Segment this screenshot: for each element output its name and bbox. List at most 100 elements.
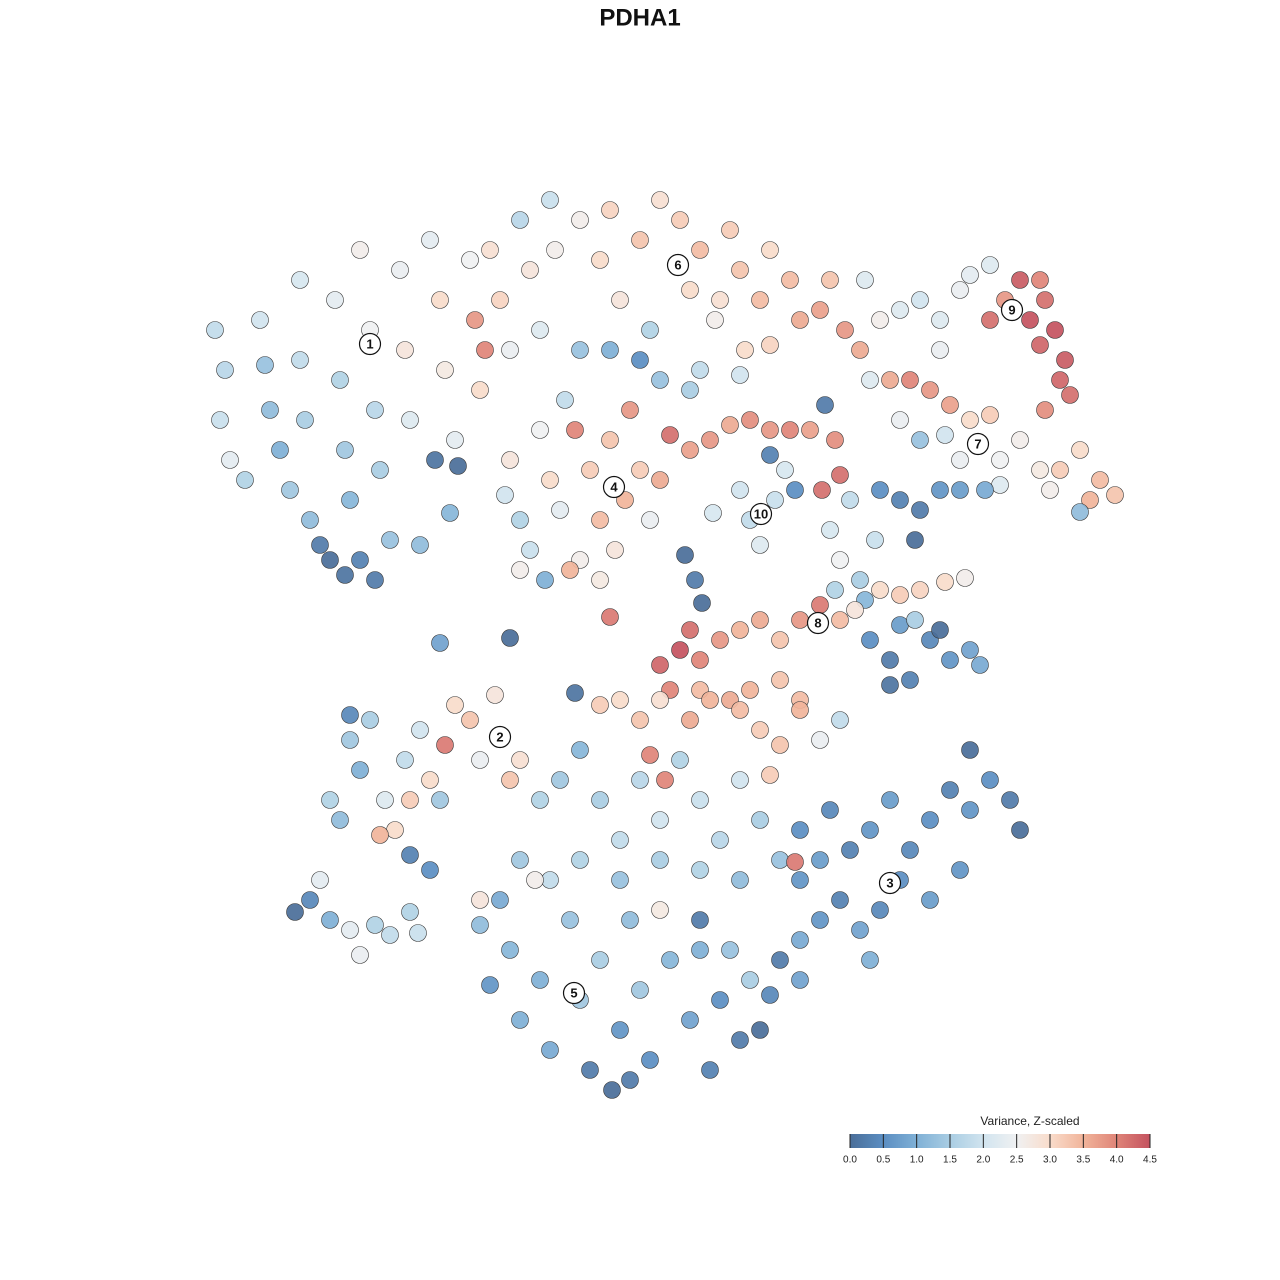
point xyxy=(961,641,979,659)
point xyxy=(791,611,809,629)
point xyxy=(1056,351,1074,369)
point xyxy=(761,766,779,784)
point xyxy=(501,451,519,469)
point xyxy=(331,811,349,829)
point xyxy=(286,903,304,921)
point xyxy=(861,951,879,969)
point xyxy=(261,401,279,419)
point xyxy=(591,511,609,529)
point xyxy=(761,241,779,259)
point xyxy=(961,411,979,429)
point xyxy=(1041,481,1059,499)
point xyxy=(891,301,909,319)
cluster-label: 3 xyxy=(886,875,893,890)
point xyxy=(531,321,549,339)
point xyxy=(1071,441,1089,459)
cluster-label: 10 xyxy=(754,506,768,521)
point xyxy=(431,291,449,309)
point xyxy=(611,871,629,889)
point xyxy=(906,531,924,549)
point xyxy=(251,311,269,329)
point xyxy=(661,951,679,969)
point xyxy=(881,791,899,809)
cluster-label: 9 xyxy=(1008,302,1015,317)
point xyxy=(676,546,694,564)
colorbar-title: Variance, Z-scaled xyxy=(980,1114,1079,1128)
point xyxy=(826,581,844,599)
point xyxy=(611,691,629,709)
point xyxy=(891,586,909,604)
point xyxy=(791,971,809,989)
point xyxy=(771,951,789,969)
point xyxy=(791,821,809,839)
cluster-label-badge xyxy=(749,502,773,526)
point xyxy=(601,201,619,219)
point xyxy=(411,721,429,739)
cluster-label: 5 xyxy=(570,985,577,1000)
point xyxy=(621,1071,639,1089)
point xyxy=(761,986,779,1004)
point xyxy=(871,901,889,919)
point xyxy=(981,406,999,424)
point xyxy=(381,926,399,944)
point xyxy=(981,256,999,274)
point xyxy=(1001,791,1019,809)
point xyxy=(621,401,639,419)
point xyxy=(351,946,369,964)
point xyxy=(541,1041,559,1059)
point xyxy=(771,736,789,754)
point xyxy=(791,311,809,329)
point xyxy=(651,851,669,869)
point xyxy=(693,594,711,612)
point xyxy=(851,571,869,589)
point xyxy=(731,261,749,279)
point xyxy=(826,431,844,449)
point xyxy=(891,411,909,429)
point xyxy=(851,921,869,939)
point xyxy=(721,416,739,434)
point xyxy=(701,691,719,709)
point xyxy=(1021,311,1039,329)
cluster-label-badge xyxy=(878,871,902,895)
point xyxy=(751,291,769,309)
point xyxy=(921,811,939,829)
point xyxy=(461,251,479,269)
point xyxy=(526,871,544,889)
point xyxy=(581,1061,599,1079)
cluster-label: 7 xyxy=(974,436,981,451)
point xyxy=(521,541,539,559)
point xyxy=(411,536,429,554)
point xyxy=(501,341,519,359)
point xyxy=(301,511,319,529)
cluster-label-badge xyxy=(966,432,990,456)
point xyxy=(336,441,354,459)
point xyxy=(761,446,779,464)
colorbar-tick-label: 2.0 xyxy=(976,1155,990,1166)
point xyxy=(571,341,589,359)
point xyxy=(481,241,499,259)
point xyxy=(371,461,389,479)
point xyxy=(591,696,609,714)
point xyxy=(449,457,467,475)
point xyxy=(351,241,369,259)
cluster-label-badge xyxy=(1000,298,1024,322)
point xyxy=(641,746,659,764)
point xyxy=(911,291,929,309)
point xyxy=(671,211,689,229)
point xyxy=(721,221,739,239)
point xyxy=(731,1031,749,1049)
colorbar-tick-label: 4.5 xyxy=(1143,1155,1157,1166)
point xyxy=(991,451,1009,469)
point xyxy=(791,701,809,719)
point xyxy=(791,931,809,949)
point xyxy=(901,671,919,689)
point xyxy=(511,511,529,529)
point xyxy=(891,491,909,509)
point xyxy=(481,976,499,994)
point xyxy=(511,561,529,579)
point xyxy=(271,441,289,459)
point xyxy=(811,911,829,929)
point xyxy=(681,441,699,459)
point xyxy=(421,231,439,249)
